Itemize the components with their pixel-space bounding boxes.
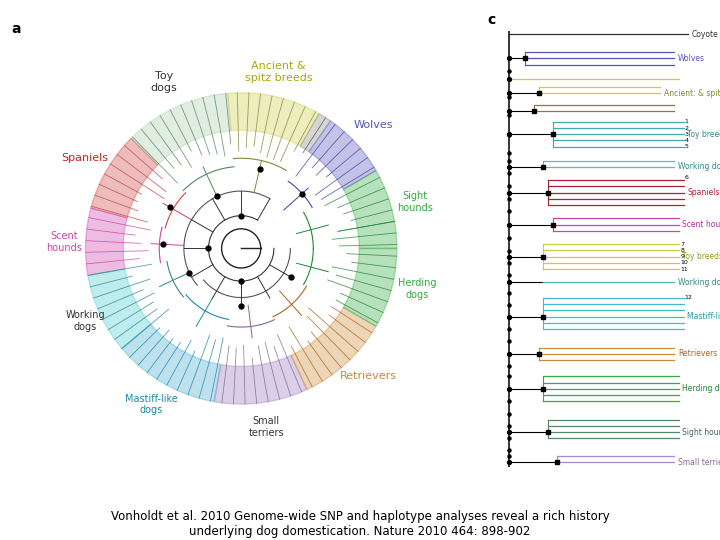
Text: a: a <box>12 22 22 36</box>
Text: 11: 11 <box>680 267 688 272</box>
Text: 4: 4 <box>685 138 689 143</box>
Text: Scent
hounds: Scent hounds <box>46 232 82 253</box>
Polygon shape <box>86 208 127 275</box>
Text: 10: 10 <box>680 260 688 265</box>
Polygon shape <box>300 113 330 152</box>
Text: 5: 5 <box>685 144 689 149</box>
Text: 7: 7 <box>680 242 684 247</box>
Text: 9: 9 <box>680 254 684 259</box>
Polygon shape <box>91 138 158 218</box>
Text: Mastiff-like dogs: Mastiff-like dogs <box>687 312 720 321</box>
Text: Herding dogs: Herding dogs <box>683 384 720 394</box>
Text: Small
terriers: Small terriers <box>248 416 284 438</box>
Polygon shape <box>228 93 319 146</box>
Text: Herding
dogs: Herding dogs <box>397 278 436 300</box>
Text: 12: 12 <box>685 295 693 300</box>
Polygon shape <box>343 171 397 248</box>
Text: Spaniels: Spaniels <box>62 153 109 163</box>
Text: 6: 6 <box>685 175 689 180</box>
Polygon shape <box>131 93 231 165</box>
Polygon shape <box>291 307 376 389</box>
Text: 2: 2 <box>685 126 689 131</box>
Polygon shape <box>88 269 150 348</box>
Polygon shape <box>214 355 307 404</box>
Text: Spaniels: Spaniels <box>687 188 719 197</box>
Text: Toy breeds: Toy breeds <box>687 130 720 139</box>
Text: Mastiff-like
dogs: Mastiff-like dogs <box>125 394 177 415</box>
Text: Wolves: Wolves <box>354 120 393 131</box>
Text: Sight
hounds: Sight hounds <box>397 191 433 213</box>
Polygon shape <box>343 248 397 326</box>
Text: Sight hounds: Sight hounds <box>683 428 720 437</box>
Text: 1: 1 <box>685 119 689 124</box>
Text: Toy breeds: Toy breeds <box>683 252 720 261</box>
Text: Retrievers: Retrievers <box>678 349 717 358</box>
Text: Vonholdt et al. 2010 Genome-wide SNP and haplotype analyses reveal a rich histor: Vonholdt et al. 2010 Genome-wide SNP and… <box>111 510 609 538</box>
Text: 8: 8 <box>680 248 684 253</box>
Text: c: c <box>487 13 495 27</box>
Text: Ancient &
spitz breeds: Ancient & spitz breeds <box>245 62 312 83</box>
Text: 3: 3 <box>685 132 689 137</box>
Polygon shape <box>309 121 376 190</box>
Text: Working dogs: Working dogs <box>678 163 720 171</box>
Text: Small terriers: Small terriers <box>678 458 720 467</box>
Polygon shape <box>122 324 221 402</box>
Text: Coyote: Coyote <box>692 30 719 38</box>
Text: Toy
dogs: Toy dogs <box>150 71 177 93</box>
Text: Scent hounds: Scent hounds <box>683 220 720 229</box>
Text: Retrievers: Retrievers <box>340 371 397 381</box>
Text: Ancient: & spitz dogs: Ancient: & spitz dogs <box>664 89 720 98</box>
Text: Wolves: Wolves <box>678 54 705 63</box>
Text: Working
dogs: Working dogs <box>66 310 105 332</box>
Text: Working dogs: Working dogs <box>678 278 720 287</box>
